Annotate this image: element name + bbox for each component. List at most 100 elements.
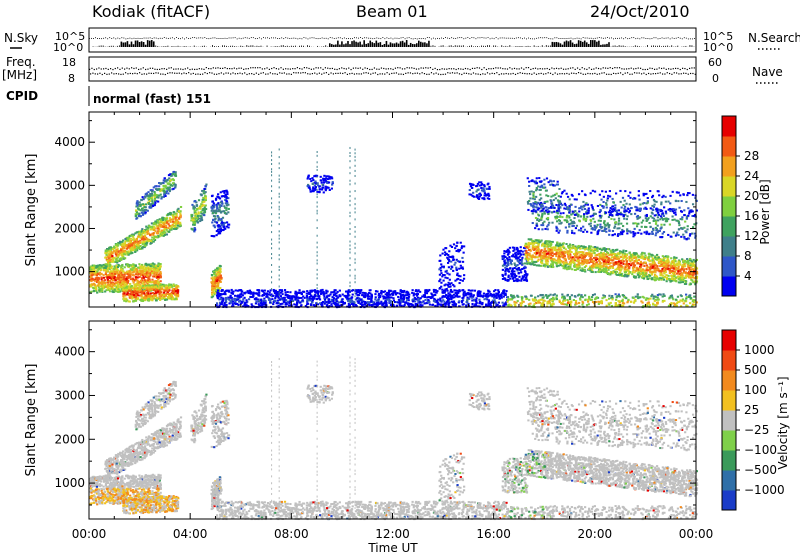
nave-point [274,73,276,75]
power-cell [334,289,337,292]
power-cell [191,203,194,206]
power-cell [147,266,150,269]
nsearch-point [184,38,185,40]
power-cell [390,305,394,308]
power-cell [303,296,306,299]
power-cell [497,301,501,304]
power-cell [120,288,123,291]
power-cell [158,185,161,188]
power-cell [144,268,147,271]
power-cell [430,293,434,296]
power-cell [127,244,130,247]
power-cell [104,263,107,266]
freq-point [583,68,586,70]
power-cell [369,292,372,295]
power-cell [113,266,116,269]
nsearch-point [263,37,264,39]
power-cell [354,298,358,301]
power-cell [319,289,323,292]
power-cell [124,278,127,281]
freq-unit-label: [MHz] [2,68,37,82]
nave-point [113,73,115,75]
freq-point [208,67,210,70]
freq-point [320,67,322,69]
nave-point [374,72,377,74]
power-cell [476,294,480,297]
power-cell [500,296,503,299]
power-cell [129,289,132,292]
power-cell [100,276,103,279]
power-cell [225,298,228,301]
power-cell [356,291,359,294]
power-cell [174,174,178,177]
power-cell [144,206,147,209]
power-cell [136,291,139,294]
nave-point [594,72,596,75]
power-cell [136,289,139,292]
power-cell [172,284,175,287]
power-cell [96,272,99,275]
power-cell [310,290,313,293]
power-cell [137,230,141,233]
power-cell [138,276,141,279]
power-cell [140,272,144,275]
freq-point [306,67,308,69]
power-cell [494,300,497,303]
power-cell [215,205,218,208]
nsearch-point [242,37,244,39]
power-cell [254,297,258,300]
power-cell [115,281,118,284]
power-cell [159,298,162,301]
power-cell [301,300,305,303]
power-cell [138,294,141,297]
freq-point [352,67,355,69]
power-cell [164,218,167,221]
freq-point [679,68,681,71]
nsearch-point [234,37,236,39]
power-cell [151,272,154,275]
power-cell [129,268,132,271]
nave-point [584,73,587,75]
freq-point [562,68,565,70]
power-cell [106,259,109,262]
power-cell [106,267,110,270]
power-cell [125,247,129,250]
power-cell [380,300,383,303]
power-cell [439,297,442,300]
nave-point [633,72,636,74]
freq-point [492,67,495,70]
nave-point [90,73,92,75]
power-cell [425,289,428,292]
power-cell [117,274,120,277]
power-cell [149,274,152,277]
nave-point [500,73,503,75]
power-cell [432,290,436,293]
freq-point [415,68,418,70]
freq-point [383,67,385,70]
power-cell [171,220,175,223]
power-cell [220,293,223,296]
power-cell [494,289,497,292]
power-cell [359,290,362,293]
power-cell [403,289,406,292]
nsearch-point [517,37,519,39]
power-cell [304,305,307,308]
power-cell [471,303,474,306]
power-cell [135,269,138,272]
nsearch-point [521,38,523,40]
nave-point [178,72,180,74]
nave-point [304,72,306,74]
nsearch-point [659,38,661,39]
nave-point [213,73,215,75]
power-cell [464,294,467,297]
power-cell [147,202,151,205]
nave-point [183,72,185,74]
power-cell [123,250,126,253]
power-cell [172,296,175,299]
power-cell [195,201,198,204]
nave-point [129,72,131,75]
power-cell [414,297,417,300]
power-cell [194,216,197,219]
power-cell [147,198,150,201]
power-cell [169,227,172,230]
